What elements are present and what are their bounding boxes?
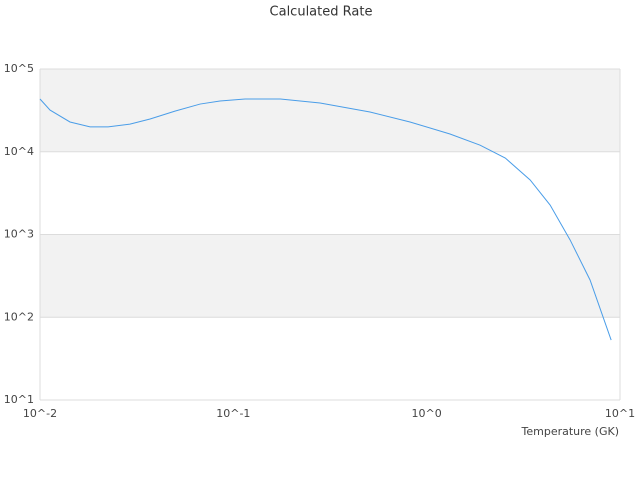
x-tick-label: 10^-1 [216,407,250,420]
x-tick-label: 10^0 [412,407,442,420]
grid-band [40,69,620,152]
y-tick-label: 10^5 [4,62,34,75]
data-line [39,98,612,341]
x-tick-label: 10^-2 [23,407,57,420]
y-tick-label: 10^2 [4,310,34,323]
y-tick-label: 10^3 [4,228,34,241]
y-tick-label: 10^4 [4,145,34,158]
x-tick-label: 10^1 [605,407,635,420]
chart-title: Calculated Rate [270,5,373,20]
grid-band [40,234,620,318]
y-tick-label: 10^1 [4,393,34,406]
x-axis-label: Temperature (GK) [521,425,620,438]
